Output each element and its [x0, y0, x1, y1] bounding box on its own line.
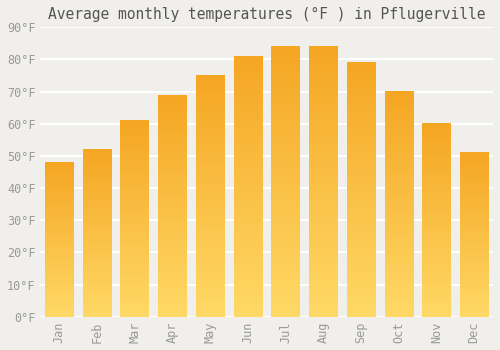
Title: Average monthly temperatures (°F ) in Pflugerville: Average monthly temperatures (°F ) in Pf… [48, 7, 486, 22]
